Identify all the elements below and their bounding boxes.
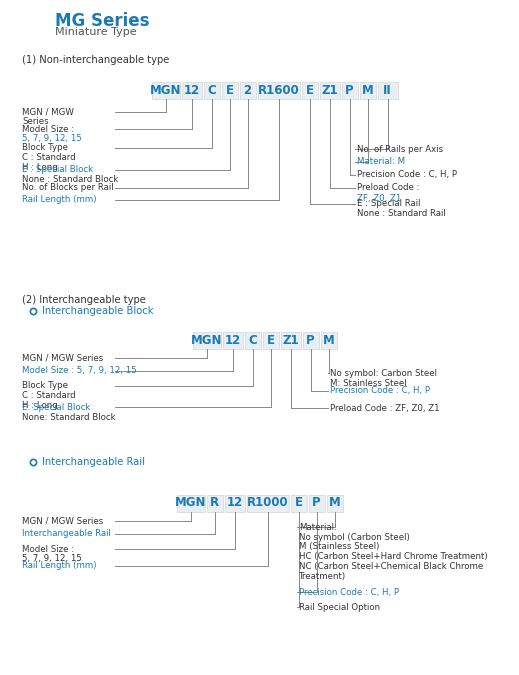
Text: Rail Special Option: Rail Special Option bbox=[299, 603, 380, 612]
Text: Miniature Type: Miniature Type bbox=[55, 27, 136, 37]
Text: Interchangeable Block: Interchangeable Block bbox=[42, 306, 154, 316]
Text: Preload Code :: Preload Code : bbox=[357, 184, 419, 192]
Text: M: M bbox=[329, 497, 340, 510]
Bar bbox=[280, 331, 301, 348]
Bar bbox=[321, 331, 336, 348]
Bar bbox=[152, 82, 180, 99]
Text: Interchangeable Rail: Interchangeable Rail bbox=[22, 529, 111, 539]
Text: Series: Series bbox=[22, 117, 49, 126]
Text: C : Standard: C : Standard bbox=[22, 392, 76, 400]
Text: Rail Length (mm): Rail Length (mm) bbox=[22, 196, 97, 205]
Bar bbox=[225, 495, 244, 512]
Text: No. of Rails per Axis: No. of Rails per Axis bbox=[357, 144, 443, 153]
Text: ZF, Z0, Z1: ZF, Z0, Z1 bbox=[357, 194, 401, 202]
Bar bbox=[239, 82, 255, 99]
Bar bbox=[302, 82, 318, 99]
Text: R1600: R1600 bbox=[257, 84, 299, 97]
Bar bbox=[207, 495, 223, 512]
Bar bbox=[326, 495, 343, 512]
Text: E: E bbox=[225, 84, 234, 97]
Text: Precision Code : C, H, P: Precision Code : C, H, P bbox=[299, 587, 399, 597]
Text: 5, 7, 9, 12, 15: 5, 7, 9, 12, 15 bbox=[22, 134, 82, 144]
Text: (1) Non-interchangeable type: (1) Non-interchangeable type bbox=[22, 55, 169, 65]
Bar bbox=[377, 82, 398, 99]
Text: No symbol: Carbon Steel: No symbol: Carbon Steel bbox=[330, 369, 437, 377]
Text: 12: 12 bbox=[226, 497, 242, 510]
Bar bbox=[193, 331, 221, 348]
Text: 12: 12 bbox=[183, 84, 200, 97]
Bar bbox=[257, 82, 299, 99]
Text: None : Standard Rail: None : Standard Rail bbox=[357, 209, 446, 219]
Bar bbox=[247, 495, 289, 512]
Text: MG Series: MG Series bbox=[55, 12, 149, 30]
Text: C: C bbox=[207, 84, 216, 97]
Text: 5, 7, 9, 12, 15: 5, 7, 9, 12, 15 bbox=[22, 554, 82, 564]
Bar bbox=[244, 331, 261, 348]
Text: R1000: R1000 bbox=[247, 497, 289, 510]
Text: M: M bbox=[323, 333, 334, 346]
Text: MGN / MGW: MGN / MGW bbox=[22, 107, 74, 117]
Text: P: P bbox=[345, 84, 354, 97]
Text: Preload Code : ZF, Z0, Z1: Preload Code : ZF, Z0, Z1 bbox=[330, 404, 440, 412]
Bar bbox=[263, 331, 279, 348]
Bar bbox=[303, 331, 319, 348]
Text: Material: M: Material: M bbox=[357, 157, 405, 167]
Text: E: E bbox=[266, 333, 275, 346]
Text: Z1: Z1 bbox=[321, 84, 338, 97]
Text: No. of Blocks per Rail: No. of Blocks per Rail bbox=[22, 184, 114, 192]
Text: Interchangeable Rail: Interchangeable Rail bbox=[42, 457, 145, 467]
Text: Z1: Z1 bbox=[282, 333, 299, 346]
Text: Model Size :: Model Size : bbox=[22, 545, 74, 554]
Bar bbox=[320, 82, 339, 99]
Bar bbox=[222, 82, 238, 99]
Bar bbox=[308, 495, 324, 512]
Text: Block Type: Block Type bbox=[22, 144, 68, 153]
Text: Model Size :: Model Size : bbox=[22, 124, 74, 134]
Bar bbox=[223, 331, 242, 348]
Text: E: E bbox=[294, 497, 303, 510]
Bar bbox=[342, 82, 358, 99]
Bar bbox=[182, 82, 201, 99]
Text: MGN / MGW Series: MGN / MGW Series bbox=[22, 354, 103, 362]
Bar bbox=[203, 82, 220, 99]
Text: Block Type: Block Type bbox=[22, 381, 68, 391]
Text: M: Stainless Steel: M: Stainless Steel bbox=[330, 379, 406, 387]
Text: Precision Code : C, H, P: Precision Code : C, H, P bbox=[330, 387, 430, 396]
Text: Material:: Material: bbox=[299, 522, 337, 531]
Text: MGN: MGN bbox=[191, 333, 222, 346]
Text: None: Standard Block: None: Standard Block bbox=[22, 412, 116, 421]
Text: Precision Code : C, H, P: Precision Code : C, H, P bbox=[357, 171, 457, 180]
Text: C : Standard: C : Standard bbox=[22, 153, 76, 163]
Bar bbox=[176, 495, 204, 512]
Text: P: P bbox=[312, 497, 321, 510]
Text: MGN: MGN bbox=[150, 84, 181, 97]
Text: H : Long: H : Long bbox=[22, 163, 58, 173]
Text: None : Standard Block: None : Standard Block bbox=[22, 176, 118, 184]
Text: MGN: MGN bbox=[175, 497, 206, 510]
Text: 2: 2 bbox=[243, 84, 252, 97]
Text: C: C bbox=[248, 333, 257, 346]
Text: M (Stainless Steel): M (Stainless Steel) bbox=[299, 543, 379, 551]
Bar bbox=[291, 495, 307, 512]
Text: (2) Interchangeable type: (2) Interchangeable type bbox=[22, 295, 146, 305]
Text: E : Special Block: E : Special Block bbox=[22, 165, 93, 175]
Text: P: P bbox=[306, 333, 315, 346]
Text: No symbol (Carbon Steel): No symbol (Carbon Steel) bbox=[299, 533, 409, 541]
Text: NC (Carbon Steel+Chemical Black Chrome: NC (Carbon Steel+Chemical Black Chrome bbox=[299, 562, 483, 572]
Text: H : Long: H : Long bbox=[22, 402, 58, 410]
Text: R: R bbox=[210, 497, 219, 510]
Text: 12: 12 bbox=[224, 333, 241, 346]
Text: Treatment): Treatment) bbox=[299, 572, 346, 581]
Text: Rail Length (mm): Rail Length (mm) bbox=[22, 562, 97, 570]
Text: E : Special Rail: E : Special Rail bbox=[357, 200, 420, 209]
Text: HC (Carbon Steel+Hard Chrome Treatment): HC (Carbon Steel+Hard Chrome Treatment) bbox=[299, 553, 488, 562]
Bar bbox=[360, 82, 376, 99]
Text: M: M bbox=[362, 84, 373, 97]
Text: E: Special Block: E: Special Block bbox=[22, 402, 90, 412]
Text: E: E bbox=[306, 84, 313, 97]
Text: II: II bbox=[383, 84, 392, 97]
Text: Model Size : 5, 7, 9, 12, 15: Model Size : 5, 7, 9, 12, 15 bbox=[22, 367, 136, 375]
Text: MGN / MGW Series: MGN / MGW Series bbox=[22, 516, 103, 526]
